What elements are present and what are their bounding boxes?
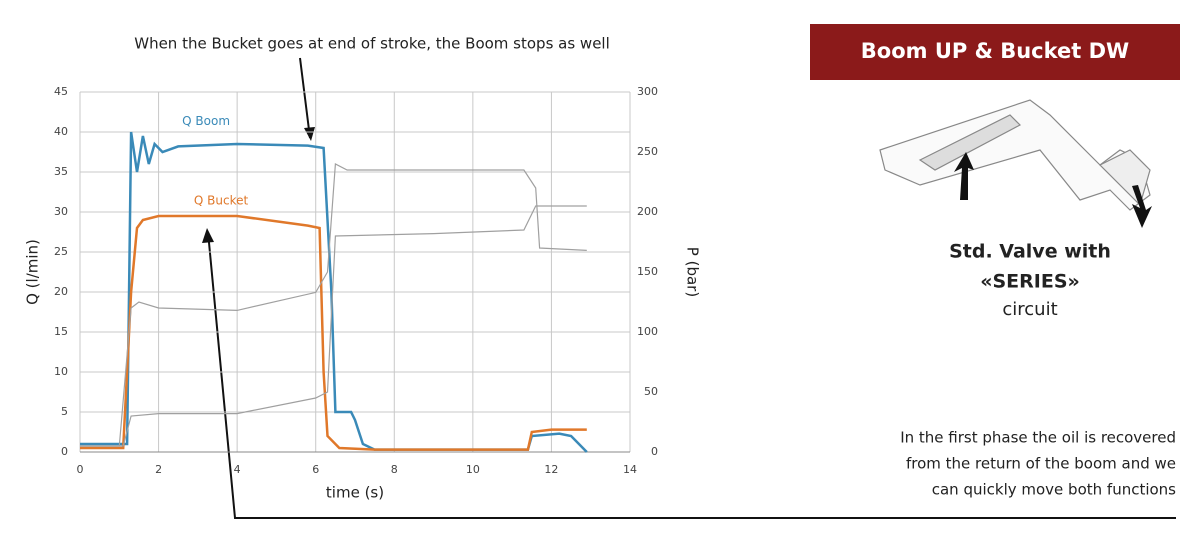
y-axis-label: Q (l/min) bbox=[24, 239, 42, 305]
excavator-arm bbox=[879, 99, 1151, 211]
y-tick-label: 30 bbox=[54, 205, 68, 218]
y2-tick-label: 150 bbox=[637, 265, 658, 278]
x-tick-label: 0 bbox=[77, 463, 84, 476]
y-tick-label: 20 bbox=[54, 285, 68, 298]
arrow-head bbox=[202, 228, 214, 243]
series-label: Q Boom bbox=[182, 114, 230, 128]
x-tick-label: 6 bbox=[312, 463, 319, 476]
series-line bbox=[80, 205, 587, 447]
x-tick-label: 10 bbox=[466, 463, 480, 476]
y-tick-label: 15 bbox=[54, 325, 68, 338]
y-tick-label: 5 bbox=[61, 405, 68, 418]
y-tick-label: 25 bbox=[54, 245, 68, 258]
box-title: Boom UP & Bucket DW bbox=[861, 39, 1129, 63]
down-arrow bbox=[1132, 185, 1152, 228]
series-line bbox=[80, 163, 587, 447]
y2-tick-label: 0 bbox=[651, 445, 658, 458]
caption: In the first phase the oil is recovered bbox=[900, 429, 1176, 447]
annotation: When the Bucket goes at end of stroke, t… bbox=[134, 35, 610, 53]
up-arrow bbox=[954, 152, 974, 200]
y-tick-label: 40 bbox=[54, 125, 68, 138]
x-tick-label: 14 bbox=[623, 463, 637, 476]
x-tick-label: 4 bbox=[234, 463, 241, 476]
x-tick-label: 2 bbox=[155, 463, 162, 476]
caption: can quickly move both functions bbox=[932, 481, 1176, 499]
note: Std. Valve with bbox=[949, 241, 1111, 263]
x-axis-label: time (s) bbox=[326, 484, 384, 502]
y-tick-label: 35 bbox=[54, 165, 68, 178]
y2-tick-label: 50 bbox=[644, 385, 658, 398]
y2-axis-label: P (bar) bbox=[684, 247, 702, 297]
arrow-head bbox=[304, 127, 315, 141]
y2-tick-label: 200 bbox=[637, 205, 658, 218]
annotation-arrow bbox=[299, 57, 311, 139]
y-tick-label: 45 bbox=[54, 85, 68, 98]
y-tick-label: 0 bbox=[61, 445, 68, 458]
title-box bbox=[810, 24, 1180, 80]
y2-tick-label: 250 bbox=[637, 145, 658, 158]
note: circuit bbox=[1002, 299, 1057, 320]
y-tick-label: 10 bbox=[54, 365, 68, 378]
note: «SERIES» bbox=[980, 271, 1080, 293]
x-tick-label: 12 bbox=[544, 463, 558, 476]
caption: from the return of the boom and we bbox=[906, 455, 1176, 473]
y2-tick-label: 300 bbox=[637, 85, 658, 98]
caption-arrow bbox=[207, 231, 1176, 519]
y2-tick-label: 100 bbox=[637, 325, 658, 338]
series-label: Q Bucket bbox=[194, 193, 249, 207]
x-tick-label: 8 bbox=[391, 463, 398, 476]
